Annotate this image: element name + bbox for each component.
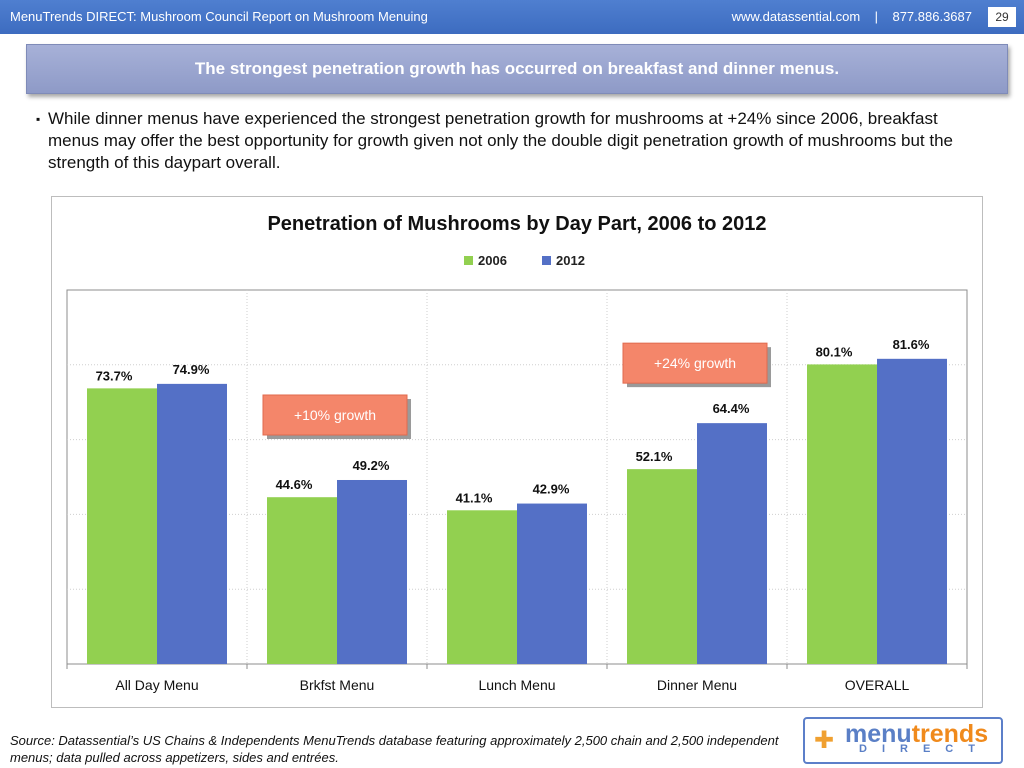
x-tick-label: Brkfst Menu	[300, 677, 375, 693]
data-label: 44.6%	[276, 477, 313, 492]
logo-subtitle: DIRECT	[859, 743, 990, 755]
report-title: MenuTrends DIRECT: Mushroom Council Repo…	[10, 9, 428, 24]
data-label: 42.9%	[533, 482, 570, 497]
x-tick-label: Lunch Menu	[478, 677, 555, 693]
bar-2012	[697, 423, 767, 664]
bar-2012	[337, 479, 407, 664]
bar-chart: Penetration of Mushrooms by Day Part, 20…	[66, 213, 968, 693]
source-note: Source: Datassential’s US Chains & Indep…	[10, 733, 779, 765]
bar-2012	[877, 358, 947, 664]
legend-label-2006: 2006	[478, 253, 507, 268]
top-bar: MenuTrends DIRECT: Mushroom Council Repo…	[0, 0, 1024, 34]
puzzle-icon: ✚	[814, 727, 835, 754]
legend-swatch-2012	[542, 256, 551, 265]
x-tick-label: Dinner Menu	[657, 677, 737, 693]
data-label: 41.1%	[456, 490, 493, 505]
data-label: 74.9%	[173, 362, 210, 377]
bar-2006	[807, 364, 877, 664]
data-label: 64.4%	[713, 401, 750, 416]
bullet-icon: ▪	[36, 112, 41, 126]
bar-2006	[87, 388, 157, 664]
bar-2006	[627, 469, 697, 664]
data-label: 73.7%	[96, 368, 133, 383]
data-label: 52.1%	[636, 449, 673, 464]
headline-banner: The strongest penetration growth has occ…	[26, 44, 1008, 94]
x-tick-label: OVERALL	[845, 677, 910, 693]
bar-2012	[517, 503, 587, 664]
legend-label-2012: 2012	[556, 253, 585, 268]
data-label: 80.1%	[816, 344, 853, 359]
growth-callout-box	[622, 342, 768, 384]
data-label: 49.2%	[353, 458, 390, 473]
chart-title: Penetration of Mushrooms by Day Part, 20…	[267, 213, 766, 235]
page-number: 29	[988, 7, 1016, 27]
chart-container: Penetration of Mushrooms by Day Part, 20…	[51, 196, 983, 708]
logo-wordmark: menutrends	[845, 720, 989, 748]
menutrends-logo: ✚ menutrends DIRECT	[803, 717, 1003, 764]
legend-swatch-2006	[464, 256, 473, 265]
data-label: 81.6%	[893, 337, 930, 352]
growth-callout-box	[262, 394, 408, 436]
growth-callout-text: +24% growth	[654, 355, 736, 371]
growth-callout-text: +10% growth	[294, 407, 376, 423]
x-tick-label: All Day Menu	[115, 677, 198, 693]
bar-2006	[267, 497, 337, 664]
bar-2006	[447, 510, 517, 664]
bar-2012	[157, 383, 227, 664]
contact-info: www.datassential.com | 877.886.3687	[731, 9, 972, 24]
bullet-text: While dinner menus have experienced the …	[48, 109, 953, 172]
